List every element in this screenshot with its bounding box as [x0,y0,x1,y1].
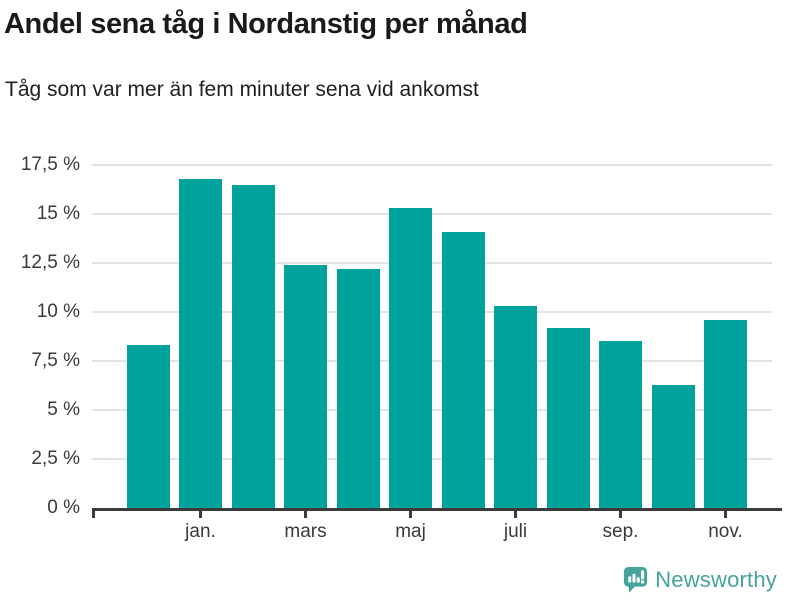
chart-subtitle: Tåg som var mer än fem minuter sena vid … [5,78,479,101]
x-axis-tick-label: mars [284,521,327,542]
x-axis-tick [514,510,517,518]
x-axis-tick-label: nov. [708,521,743,542]
y-axis-tick-label: 2,5 % [31,448,80,470]
y-axis-tick-label: 7,5 % [31,350,80,371]
x-axis-tick [409,510,412,518]
bar [127,345,170,508]
y-axis-tick-label: 17,5 % [20,154,80,175]
y-axis-tick-label: 5 % [47,399,80,421]
x-axis-tick [199,510,202,518]
bar [441,231,485,508]
x-axis-tick [619,510,622,518]
bars-container [127,165,747,508]
newsworthy-logo[interactable]: Newsworthy [623,566,777,593]
y-axis-tick-label: 15 % [36,203,80,224]
axis-start-tick [92,510,95,518]
x-axis-tick-label: sep. [602,521,639,542]
x-axis-tick [724,510,727,518]
bar [336,268,380,508]
bar [494,306,538,508]
bar [651,384,695,508]
y-axis-labels: 0 % 2,5 % 5 % 7,5 % 10 % 12,5 % 15 % 17,5 % [0,154,80,518]
y-axis-tick-label: 10 % [36,301,80,323]
x-axis-tick-label: maj [395,521,426,542]
brand-name: Newsworthy [655,566,777,592]
bar [546,327,590,508]
bar [231,184,275,508]
bar [389,208,433,508]
x-axis-tick-label: juli [503,521,528,542]
bar [599,341,643,508]
newsworthy-icon [624,567,648,593]
gridline [92,164,772,166]
bar [703,319,747,508]
plot-area [92,164,782,511]
bar [284,264,328,508]
x-axis-tick [304,510,307,518]
x-axis-line [92,508,782,511]
x-axis-tick-label: jan. [185,521,216,542]
x-axis-labels: jan. mars maj juli sep. nov. [92,508,787,558]
bar [179,178,223,508]
y-axis-tick-label: 0 % [47,497,80,518]
y-axis-tick-label: 12,5 % [20,252,80,273]
chart-title: Andel sena tåg i Nordanstig per månad [4,8,528,40]
